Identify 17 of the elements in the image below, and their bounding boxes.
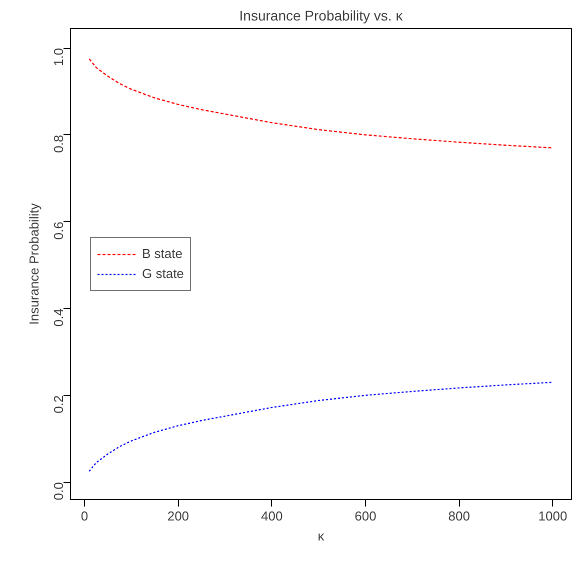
x-tick-label: 600 [354,508,376,524]
x-tick-label: 0 [80,508,88,524]
x-tick-label: 800 [448,508,470,524]
x-tick-label: 1000 [538,508,568,524]
y-tick-label: 1.0 [51,48,66,66]
legend-label: B state [142,246,182,261]
y-tick-label: 0.0 [51,482,66,500]
chart-title: Insurance Probability vs. κ [239,8,404,24]
y-tick-label: 0.6 [51,222,66,240]
x-axis-title: κ [318,528,325,544]
x-tick-label: 200 [167,508,190,524]
y-tick-label: 0.4 [51,308,66,327]
y-axis-title: Insurance Probability [26,202,42,325]
x-tick-label: 400 [260,508,283,524]
y-tick-label: 0.8 [51,134,66,153]
y-tick-label: 0.2 [51,395,66,414]
legend-label: G state [142,266,184,281]
